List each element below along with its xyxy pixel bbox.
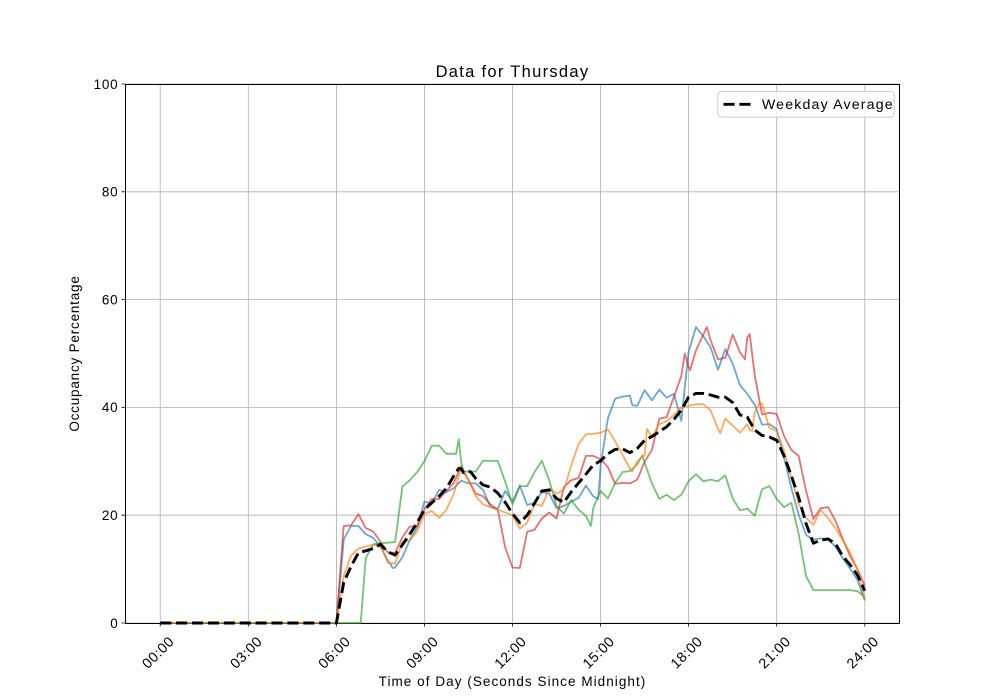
svg-text:40: 40 [102,400,119,415]
svg-text:Time of Day (Seconds Since Mid: Time of Day (Seconds Since Midnight) [379,674,647,689]
svg-text:Weekday Average: Weekday Average [762,97,894,113]
svg-text:100: 100 [94,77,119,92]
svg-text:20: 20 [102,508,119,523]
svg-text:0: 0 [110,616,118,631]
svg-text:Data for Thursday: Data for Thursday [436,63,590,81]
svg-text:60: 60 [102,292,119,307]
svg-text:80: 80 [102,185,119,200]
svg-text:Occupancy Percentage: Occupancy Percentage [67,275,82,431]
